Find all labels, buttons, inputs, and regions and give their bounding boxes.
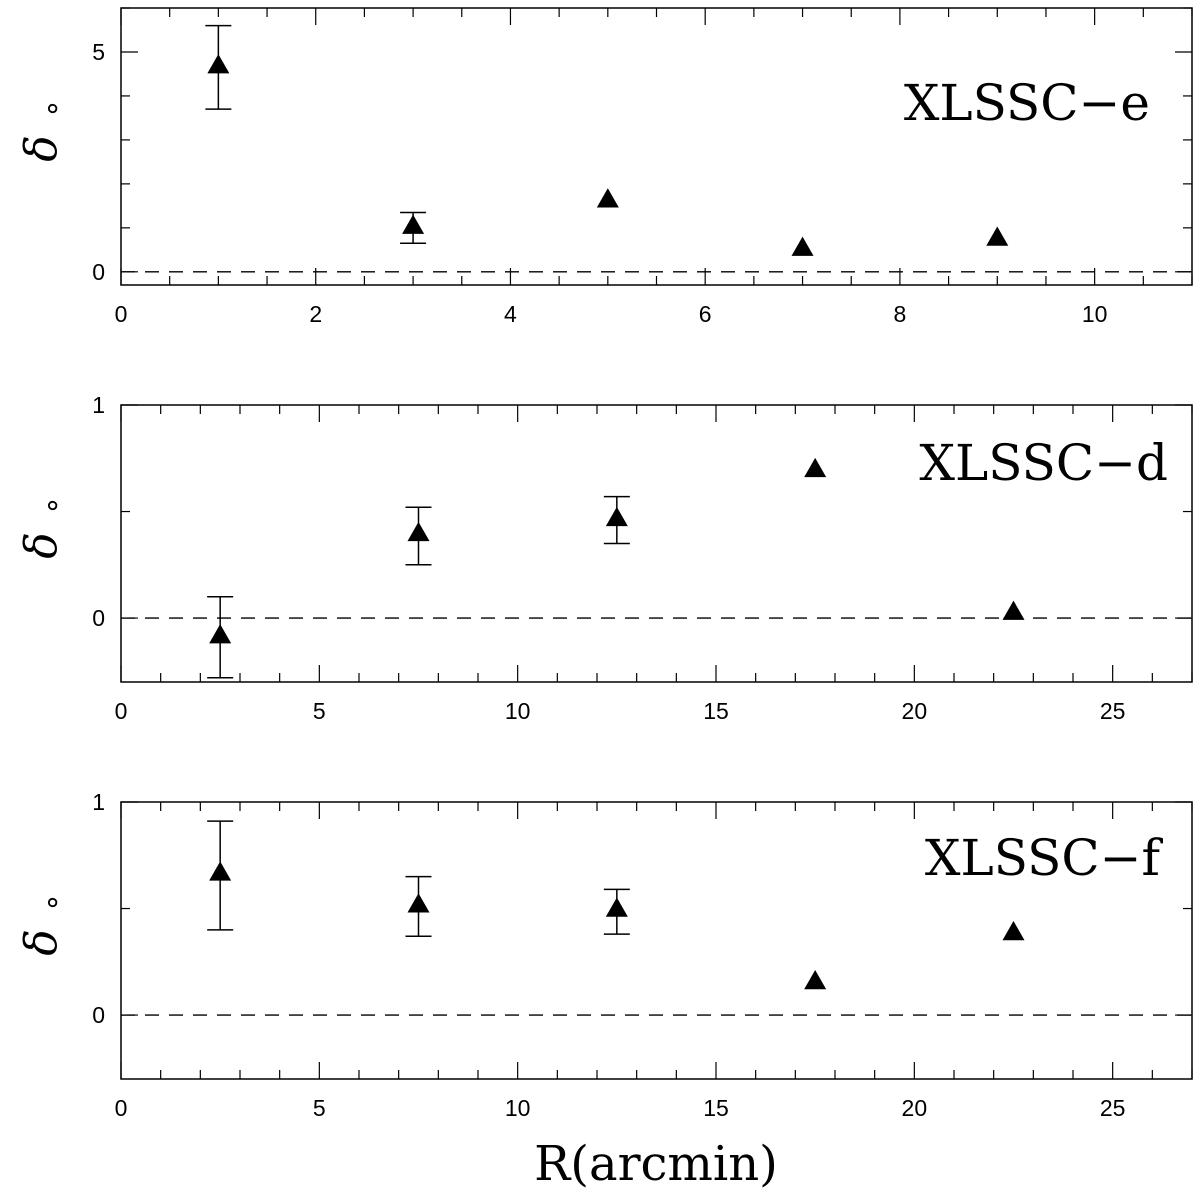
panel-label: XLSSC−d [919,434,1168,492]
data-point-triangle [986,226,1009,246]
y-tick-label: 1 [92,789,105,815]
x-tick-label: 4 [504,301,517,327]
x-tick-label: 20 [902,698,928,724]
panel-xlssc-e: 0 2 4 6 8 10 0 5 XLSSC−e δ ∘ [16,7,1193,327]
x-tick-label: 2 [309,301,322,327]
x-tick-label: 15 [703,1095,729,1121]
x-tick-label: 20 [902,1095,928,1121]
y-tick-label: 5 [92,39,105,65]
y-axis-label-subscript: ∘ [35,893,70,912]
data-point-triangle [1002,600,1025,620]
y-tick-label: 0 [92,259,105,285]
data-point-triangle [402,214,425,234]
x-tick-label: 15 [703,698,729,724]
x-tick-label: 6 [699,301,712,327]
y-axis-label-subscript: ∘ [35,99,70,118]
x-tick-label: 25 [1100,698,1126,724]
panel-xlssc-d: 0 5 10 15 20 25 0 1 XLSSC−d δ ∘ [16,392,1193,724]
data-point-triangle [605,506,628,527]
y-axis-label: δ [16,929,67,956]
data-point-triangle [791,236,814,256]
x-tick-label: 25 [1100,1095,1126,1121]
data-point-triangle [596,188,619,208]
data-point-triangle [407,521,430,542]
data-point-triangle [407,893,430,913]
x-tick-label: 10 [1082,301,1108,327]
x-tick-label: 8 [894,301,907,327]
panel-xlssc-f: 0 5 10 15 20 25 0 1 XLSSC−f δ ∘ [16,789,1193,1121]
data-point-triangle [804,457,827,478]
y-tick-label: 0 [92,605,105,631]
x-tick-label: 10 [505,1095,531,1121]
x-tick-label: 5 [313,1095,326,1121]
plot-frame [120,801,1193,1080]
data-point-triangle [207,54,230,74]
x-tick-label: 0 [115,301,128,327]
y-axis-label-subscript: ∘ [35,496,70,515]
data-point-triangle [209,861,232,881]
plot-frame [120,404,1193,683]
y-tick-label: 0 [92,1002,105,1028]
panel-label: XLSSC−f [925,829,1164,887]
y-axis-label: δ [16,135,67,162]
panel-label: XLSSC−e [904,74,1150,132]
y-tick-label: 1 [92,392,105,418]
x-tick-label: 0 [115,1095,128,1121]
data-point-triangle [804,969,827,990]
data-point-triangle [209,624,232,644]
x-tick-label: 10 [505,698,531,724]
plot-frame [120,7,1193,286]
x-axis-label: R(arcmin) [534,1136,778,1192]
data-point-triangle [605,897,628,917]
x-tick-label: 5 [313,698,326,724]
data-point-triangle [1002,920,1025,941]
y-axis-label: δ [16,532,67,559]
x-tick-label: 0 [115,698,128,724]
